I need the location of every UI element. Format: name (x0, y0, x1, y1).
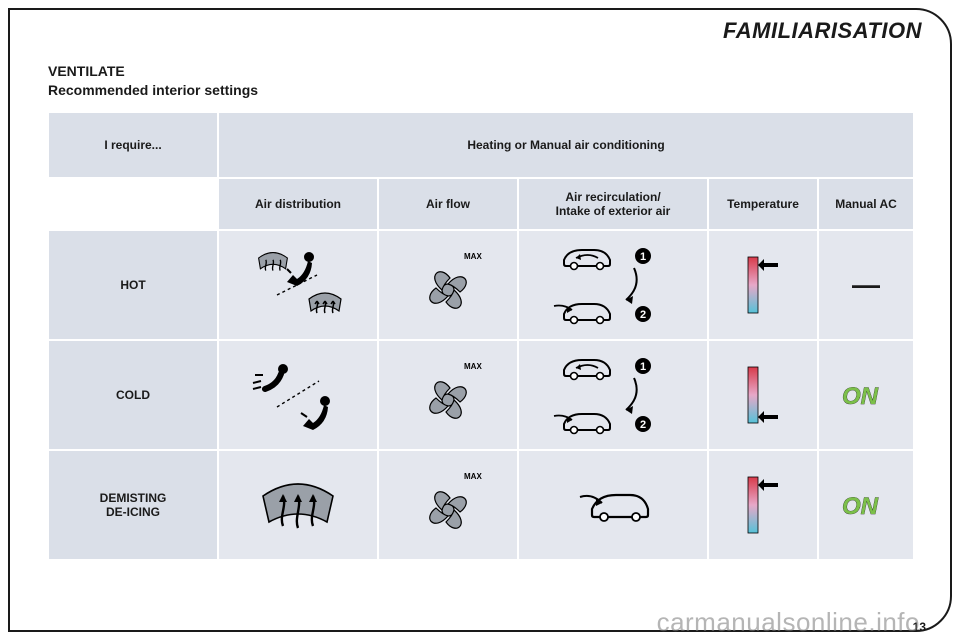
windscreen-feet-icon (243, 245, 353, 325)
subtitle-line2: Recommended interior settings (48, 82, 258, 98)
fan-max-icon: MAX (408, 245, 488, 325)
dash-icon: — (852, 269, 880, 301)
cold-temperature (708, 340, 818, 450)
on-icon: ON (836, 490, 896, 520)
col-air-flow: Air flow (378, 178, 518, 230)
on-icon: ON (836, 380, 896, 410)
demist-air-distribution (218, 450, 378, 560)
recirc-both-icon: 1 2 (538, 348, 688, 443)
demist-air-flow: MAX (378, 450, 518, 560)
svg-text:ON: ON (842, 383, 879, 410)
demist-manual-ac: ON (818, 450, 914, 560)
fan-max-icon: MAX (408, 355, 488, 435)
hot-air-flow: MAX (378, 230, 518, 340)
svg-text:2: 2 (640, 419, 646, 431)
hot-temperature (708, 230, 818, 340)
cold-recirculation: 1 2 (518, 340, 708, 450)
hot-manual-ac: — (818, 230, 914, 340)
svg-text:1: 1 (640, 251, 646, 263)
col-air-recirculation: Air recirculation/ Intake of exterior ai… (518, 178, 708, 230)
row-hot-label: HOT (48, 230, 218, 340)
temp-hot-icon (728, 245, 798, 325)
col-manual-ac: Manual AC (818, 178, 914, 230)
i-require-header: I require... (48, 112, 218, 178)
svg-text:ON: ON (842, 493, 879, 520)
svg-text:MAX: MAX (464, 362, 482, 371)
row-cold-label: COLD (48, 340, 218, 450)
temp-hot-icon (728, 465, 798, 545)
recirc-both-icon: 1 2 (538, 238, 688, 333)
svg-text:MAX: MAX (464, 472, 482, 481)
settings-table: I require... Heating or Manual air condi… (48, 112, 914, 560)
subtitle-line1: VENTILATE (48, 63, 125, 79)
row-demist-label: DEMISTING DE-ICING (48, 450, 218, 560)
demist-recirculation (518, 450, 708, 560)
svg-text:2: 2 (640, 309, 646, 321)
hot-recirculation: 1 2 (518, 230, 708, 340)
col-air-distribution: Air distribution (218, 178, 378, 230)
cold-air-distribution (218, 340, 378, 450)
defrost-icon (253, 470, 343, 540)
hot-air-distribution (218, 230, 378, 340)
fan-max-icon: MAX (408, 465, 488, 545)
face-feet-icon (243, 355, 353, 435)
watermark: carmanualsonline.info (657, 607, 920, 638)
col-temperature: Temperature (708, 178, 818, 230)
subtitle: VENTILATE Recommended interior settings (48, 62, 258, 100)
page-title: FAMILIARISATION (723, 18, 922, 44)
exterior-air-icon (558, 475, 668, 535)
svg-text:MAX: MAX (464, 252, 482, 261)
demist-temperature (708, 450, 818, 560)
cold-air-flow: MAX (378, 340, 518, 450)
heating-header: Heating or Manual air conditioning (218, 112, 914, 178)
cold-manual-ac: ON (818, 340, 914, 450)
svg-text:1: 1 (640, 361, 646, 373)
temp-cold-icon (728, 355, 798, 435)
